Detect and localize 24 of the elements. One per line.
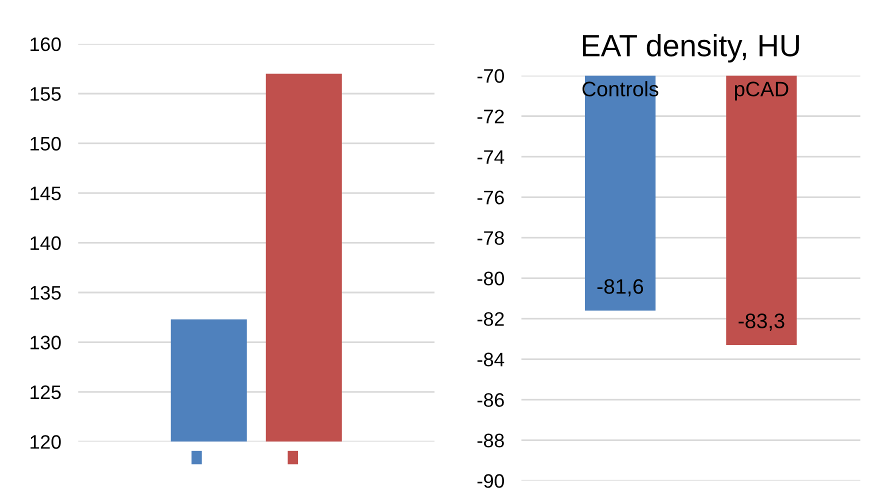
- y-tick-label: 145: [30, 186, 61, 200]
- y-tick-label: 120: [30, 435, 61, 449]
- x-tick-label: pCAD: [735, 82, 788, 101]
- y-tick-label: 130: [30, 336, 61, 350]
- y-tick-label: 140: [30, 236, 61, 250]
- y-tick-label: 135: [30, 286, 61, 300]
- y-tick-label: -88: [477, 434, 504, 448]
- y-tick-label: -86: [477, 393, 504, 407]
- y-tick-label: -84: [477, 352, 504, 366]
- y-tick-label: -78: [477, 231, 504, 245]
- y-tick-label: -70: [477, 69, 504, 83]
- y-tick-label: -72: [477, 110, 504, 124]
- y-tick-label: -82: [477, 312, 504, 326]
- y-tick-label: 125: [30, 385, 61, 400]
- chart-title: EAT density, HU: [582, 34, 799, 63]
- y-tick-label: 150: [30, 136, 61, 151]
- data-label: -81,6: [597, 279, 644, 296]
- y-tick-label: -80: [477, 272, 504, 286]
- y-tick-label: -76: [477, 190, 504, 204]
- y-tick-label: -74: [477, 150, 504, 164]
- y-tick-label: 155: [30, 87, 61, 101]
- y-tick-label: -90: [477, 474, 504, 488]
- y-tick-label: 160: [30, 37, 61, 52]
- data-label: -83,3: [738, 314, 784, 331]
